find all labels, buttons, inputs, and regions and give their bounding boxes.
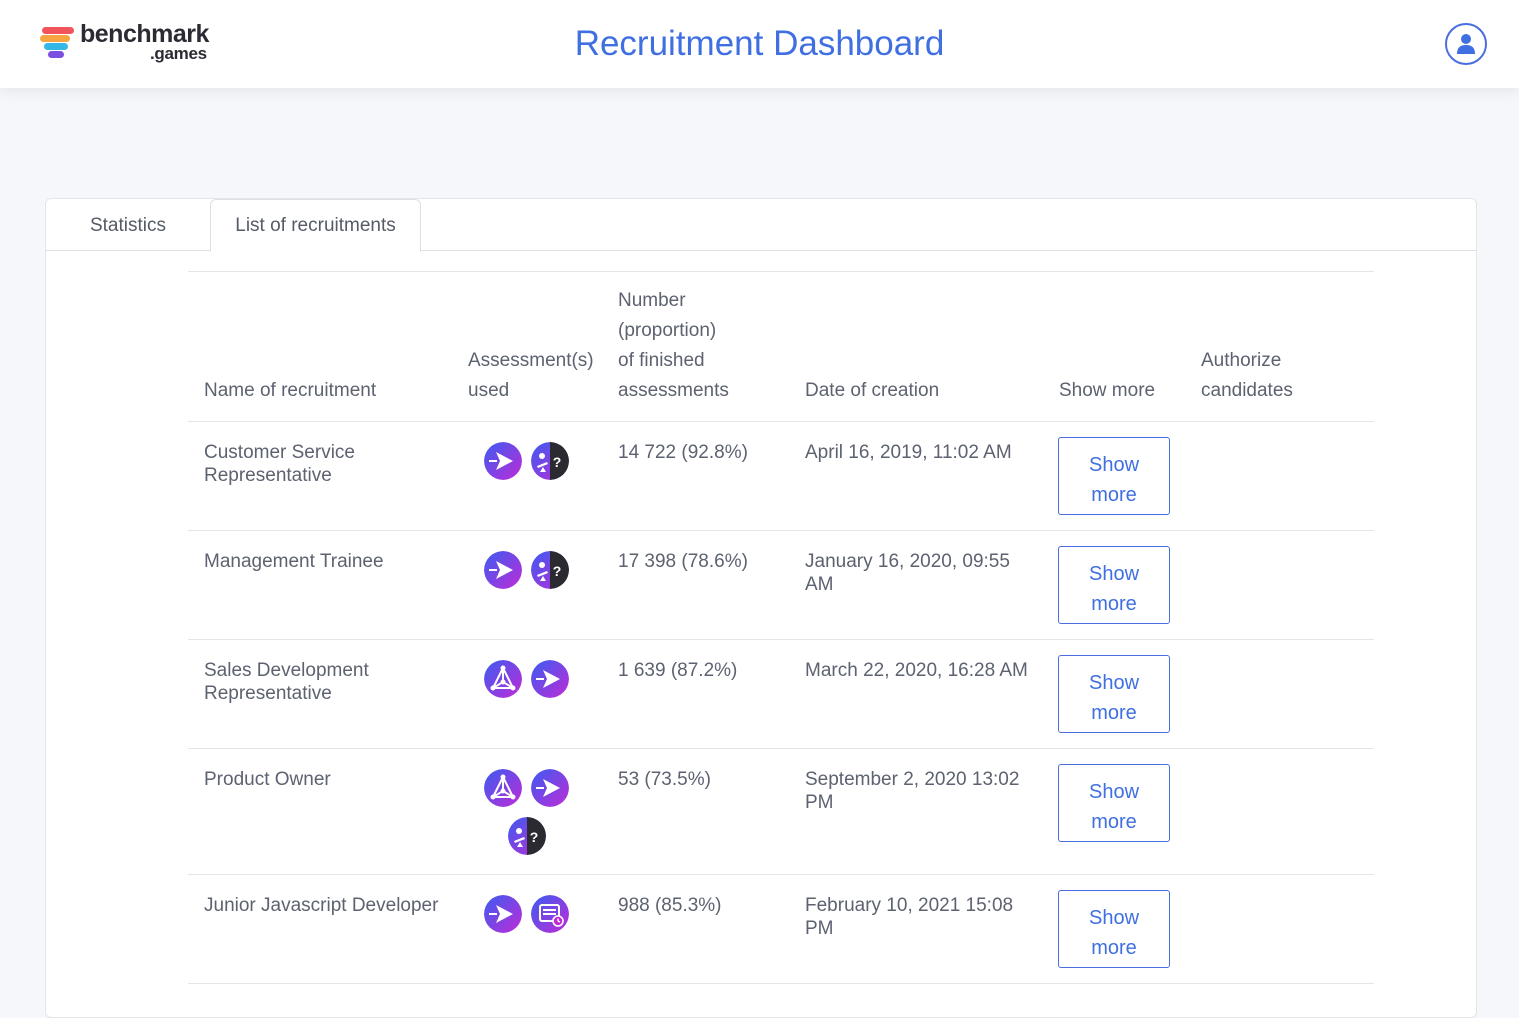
row-finished: 1 639 (87.2%) <box>618 660 738 681</box>
header-bottom-border <box>188 421 1374 422</box>
row-finished: 17 398 (78.6%) <box>618 551 748 572</box>
col-header-date: Date of creation <box>805 380 940 401</box>
row-finished: 14 722 (92.8%) <box>618 442 748 463</box>
show-more-button[interactable]: Show more <box>1058 764 1170 842</box>
row-name: Junior Javascript Developer <box>204 894 438 917</box>
col-header-authorize: Authorize candidates <box>1201 346 1293 406</box>
row-finished: 988 (85.3%) <box>618 895 722 916</box>
row-date-line: September 2, 2020 13:02 <box>805 769 1020 790</box>
col-header-finished-line: Number <box>618 290 686 311</box>
col-header-finished-line: of finished <box>618 350 705 371</box>
recruitments-card: Statistics List of recruitments Name of … <box>45 198 1477 1018</box>
col-header-show-more: Show more <box>1059 380 1156 401</box>
row-date-line: AM <box>805 574 834 595</box>
logo-wordmark: benchmark <box>80 20 209 48</box>
show-more-button[interactable]: Show more <box>1058 546 1170 624</box>
row-date-line: January 16, 2020, 09:55 <box>805 551 1010 572</box>
row-assessment-icons: ? <box>467 442 577 482</box>
show-more-button[interactable]: Show more <box>1058 655 1170 733</box>
row-divider <box>188 748 1374 749</box>
logo-mark-icon <box>40 27 74 58</box>
arrow-assessment-icon[interactable] <box>484 895 522 933</box>
row-name: Product Owner <box>204 768 331 791</box>
col-header-finished-line: (proportion) <box>618 320 717 341</box>
col-header-finished: Number (proportion) of finished assessme… <box>618 286 729 406</box>
show-more-button-line: more <box>1091 937 1137 959</box>
show-more-button-line: Show <box>1088 563 1140 585</box>
row-date: January 16, 2020, 09:55 AM <box>805 550 1010 596</box>
row-divider <box>188 874 1374 875</box>
svg-text:?: ? <box>530 829 539 845</box>
row-finished: 53 (73.5%) <box>618 769 711 790</box>
calendar-clock-assessment-icon[interactable] <box>531 895 569 933</box>
row-name-line: Representative <box>204 683 332 704</box>
col-header-authorize-line: candidates <box>1201 380 1293 401</box>
page-title: Recruitment Dashboard <box>574 24 945 63</box>
row-name: Management Trainee <box>204 550 384 573</box>
row-name: Sales Development Representative <box>204 659 369 705</box>
logo[interactable]: benchmark .games <box>40 20 220 64</box>
network-assessment-icon[interactable] <box>484 769 522 807</box>
show-more-button-line: more <box>1091 811 1137 833</box>
row-name-line: Product Owner <box>204 769 331 790</box>
show-more-button-line: more <box>1091 702 1137 724</box>
network-assessment-icon[interactable] <box>484 660 522 698</box>
col-header-finished-line: assessments <box>618 380 729 401</box>
arrow-assessment-icon[interactable] <box>484 442 522 480</box>
row-assessment-icons: ? <box>467 769 577 857</box>
row-name: Customer Service Representative <box>204 441 355 487</box>
show-more-button-line: Show <box>1088 454 1140 476</box>
col-header-authorize-line: Authorize <box>1201 350 1282 371</box>
show-more-button-line: more <box>1091 593 1137 615</box>
row-divider <box>188 983 1374 984</box>
show-more-button-line: Show <box>1088 907 1140 929</box>
user-profile-button[interactable] <box>1445 23 1487 65</box>
table-top-border <box>188 271 1374 272</box>
tab-bar: Statistics List of recruitments <box>46 199 1476 252</box>
row-date-line: PM <box>805 918 834 939</box>
row-name-line: Sales Development <box>204 660 369 681</box>
row-date: September 2, 2020 13:02 PM <box>805 768 1019 814</box>
show-more-button[interactable]: Show more <box>1058 890 1170 968</box>
row-assessment-icons: ? <box>467 551 577 591</box>
row-date: April 16, 2019, 11:02 AM <box>805 441 1012 464</box>
show-more-button-line: more <box>1091 484 1137 506</box>
balance-question-assessment-icon[interactable]: ? <box>531 551 569 589</box>
balance-question-assessment-icon[interactable]: ? <box>531 442 569 480</box>
balance-question-assessment-icon[interactable]: ? <box>508 817 546 855</box>
row-divider <box>188 530 1374 531</box>
row-divider <box>188 639 1374 640</box>
row-name-line: Management Trainee <box>204 551 384 572</box>
row-date-line: March 22, 2020, 16:28 AM <box>805 660 1028 681</box>
user-icon <box>1457 34 1475 54</box>
col-header-assessments-line: used <box>468 380 510 401</box>
row-name-line: Customer Service <box>204 442 355 463</box>
col-header-name: Name of recruitment <box>204 380 377 401</box>
tab-statistics[interactable]: Statistics <box>89 214 167 236</box>
row-assessment-icons <box>467 660 577 700</box>
row-date-line: April 16, 2019, 11:02 AM <box>805 442 1012 463</box>
show-more-button-line: Show <box>1088 781 1140 803</box>
logo-subword: .games <box>150 44 207 63</box>
show-more-button[interactable]: Show more <box>1058 437 1170 515</box>
row-name-line: Junior Javascript Developer <box>204 895 439 916</box>
col-header-assessments-line: Assessment(s) <box>468 350 594 371</box>
row-name-line: Representative <box>204 465 332 486</box>
top-bar: benchmark .games Recruitment Dashboard <box>0 0 1519 88</box>
row-date-line: February 10, 2021 15:08 <box>805 895 1014 916</box>
tab-list-of-recruitments[interactable]: List of recruitments <box>210 199 421 252</box>
col-header-assessments: Assessment(s) used <box>468 346 594 406</box>
row-date-line: PM <box>805 792 834 813</box>
row-date: March 22, 2020, 16:28 AM <box>805 659 1028 682</box>
svg-text:?: ? <box>553 454 562 470</box>
row-date: February 10, 2021 15:08 PM <box>805 894 1013 940</box>
svg-text:?: ? <box>553 563 562 579</box>
arrow-assessment-icon[interactable] <box>484 551 522 589</box>
row-assessment-icons <box>467 895 577 935</box>
arrow-assessment-icon[interactable] <box>531 660 569 698</box>
arrow-assessment-icon[interactable] <box>531 769 569 807</box>
show-more-button-line: Show <box>1088 672 1140 694</box>
